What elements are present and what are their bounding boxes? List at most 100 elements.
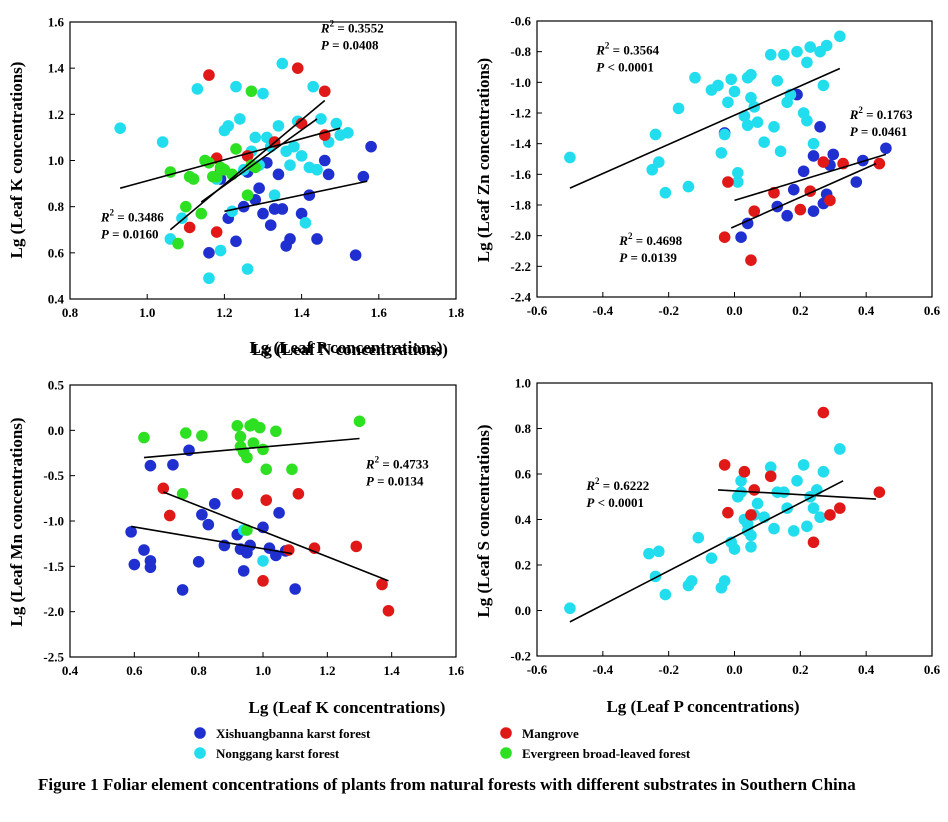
data-point: [745, 254, 757, 266]
data-point: [722, 506, 734, 519]
data-point: [157, 482, 170, 495]
y-tick-label: 1.0: [48, 153, 64, 168]
data-point: [330, 117, 343, 130]
data-point: [643, 547, 655, 560]
data-point: [685, 575, 698, 587]
r-squared-label: R2 = 0.4733: [365, 454, 429, 471]
data-point: [244, 539, 256, 552]
y-tick-label: 1.4: [48, 61, 65, 76]
regression-line: [734, 153, 887, 202]
data-point: [778, 486, 790, 499]
y-tick-label: 1.6: [48, 15, 65, 30]
p-value-label: P = 0.0408: [321, 37, 379, 52]
y-tick-label: -2.5: [43, 650, 64, 665]
data-point: [208, 497, 221, 510]
legend-label: Mangrove: [522, 726, 579, 741]
data-point: [745, 91, 757, 104]
data-point: [260, 494, 273, 506]
data-point: [241, 263, 254, 275]
data-point: [257, 575, 269, 587]
data-point: [176, 212, 188, 225]
data-point: [241, 524, 253, 536]
data-point: [728, 543, 741, 555]
data-point: [260, 463, 273, 476]
y-tick-label: 0.8: [515, 421, 532, 436]
data-point: [357, 170, 370, 183]
y-tick-label: 0.6: [48, 245, 65, 260]
regression-line: [717, 489, 877, 500]
data-point: [745, 541, 757, 553]
x-axis-title: Lg (Leaf P concentrations): [606, 697, 799, 716]
data-point: [257, 443, 269, 456]
data-point: [731, 167, 744, 179]
x-tick-label: 0.2: [792, 303, 808, 318]
data-point: [801, 520, 813, 533]
data-point: [820, 39, 833, 52]
y-tick-label: -2.4: [510, 290, 531, 305]
y-axis-title: Lg (Leaf Zn concentrations): [474, 58, 493, 262]
data-point: [725, 73, 738, 86]
data-point: [758, 136, 770, 148]
data-point: [202, 518, 215, 531]
data-point: [295, 117, 308, 130]
y-tick-label: 0.5: [48, 378, 65, 393]
data-point: [195, 207, 208, 220]
r-squared-label: R2 = 0.4698: [618, 231, 682, 248]
x-tick-label: 0.8: [191, 663, 208, 678]
y-tick-label: 1.0: [515, 376, 531, 391]
x-tick-label: 0.6: [924, 303, 941, 318]
data-point: [857, 154, 869, 167]
x-tick-label: -0.2: [658, 303, 679, 318]
data-point: [311, 233, 323, 245]
x-tick-label: -0.6: [527, 662, 548, 677]
data-point: [794, 203, 807, 216]
data-point: [114, 122, 126, 134]
data-point: [692, 531, 705, 544]
data-point: [253, 421, 266, 434]
x-tick-label: 1.4: [384, 663, 401, 678]
data-point: [128, 558, 141, 571]
x-tick-label: 1.0: [255, 663, 271, 678]
x-tick-label: 0.4: [858, 303, 875, 318]
x-tick-label: 0.0: [726, 662, 742, 677]
data-point: [230, 235, 242, 248]
data-point: [751, 497, 764, 510]
data-point: [787, 525, 800, 537]
data-point: [303, 189, 316, 201]
data-point: [284, 159, 296, 171]
data-point: [814, 121, 826, 133]
data-point: [827, 148, 840, 161]
data-point: [774, 145, 787, 158]
data-point: [192, 556, 205, 568]
data-point: [741, 217, 754, 230]
y-axis-title: Lg (Leaf K concentrations): [7, 62, 26, 259]
data-point: [764, 461, 777, 473]
data-point: [728, 85, 741, 98]
data-point: [659, 186, 672, 199]
data-point: [172, 237, 184, 250]
regression-line: [200, 118, 318, 203]
data-point: [807, 502, 820, 514]
r-squared-label: R2 = 0.3564: [595, 41, 659, 58]
regression-line: [143, 437, 360, 459]
legend-marker: [194, 727, 206, 739]
data-point: [268, 189, 281, 201]
data-point: [649, 128, 662, 141]
chart-panel-4: -0.6 -0.4 -0.2 0.0 0.2 0.4 0.6 -0.2 0.0 0.2 0.4 0.6…: [474, 376, 941, 717]
y-tick-label: 0.4: [48, 292, 65, 307]
chart-panel-2: -0.6 -0.4 -0.2 0.0 0.2 0.4 0.6 -2.4 -2.2 -2.0 -1.8…: [249, 14, 940, 358]
data-point: [167, 458, 179, 471]
data-point: [781, 209, 793, 222]
data-point: [731, 176, 744, 188]
data-point: [125, 526, 137, 538]
y-tick-label: -1.8: [510, 198, 531, 213]
p-value-label: P < 0.0001: [596, 60, 654, 75]
x-tick-label: 0.6: [924, 662, 941, 677]
regression-line: [119, 127, 341, 189]
data-point: [834, 443, 846, 455]
data-point: [257, 207, 269, 220]
data-point: [689, 71, 701, 84]
x-tick-label: -0.2: [658, 662, 679, 677]
x-tick-label: 1.6: [371, 305, 388, 320]
data-point: [801, 114, 813, 127]
